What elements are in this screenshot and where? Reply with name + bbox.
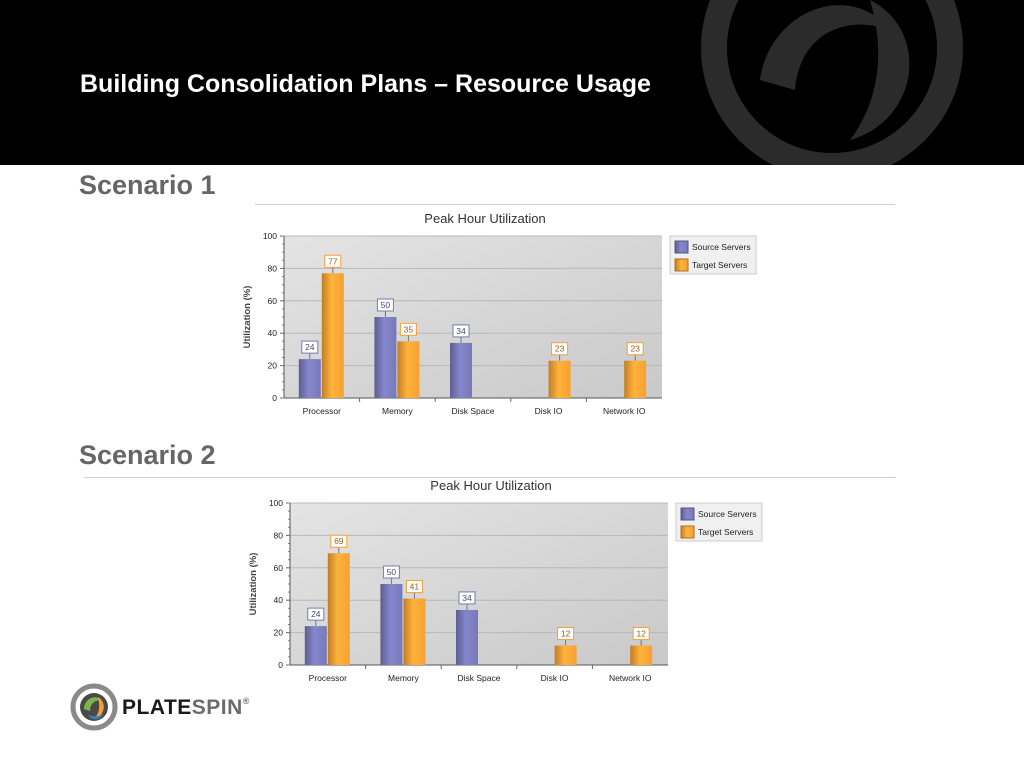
- data-label-box: [301, 340, 319, 354]
- data-label-box: [324, 254, 342, 268]
- x-tick-label: Processor: [309, 673, 347, 683]
- y-axis-label: Utilization (%): [248, 553, 259, 616]
- y-tick-label: 20: [268, 361, 278, 371]
- brand-part-1: PLATE: [122, 696, 192, 719]
- legend-swatch: [674, 258, 689, 272]
- data-label: 34: [462, 593, 472, 603]
- data-label-box: [452, 324, 470, 338]
- data-label-box: [557, 627, 575, 641]
- x-tick-label: Disk Space: [458, 673, 501, 683]
- x-tick-label: Memory: [382, 406, 413, 416]
- platespin-swirl-icon: [701, 0, 963, 165]
- slide-title: Building Consolidation Plans – Resource …: [80, 70, 651, 98]
- data-label-box: [458, 591, 476, 605]
- data-label-box: [632, 627, 650, 641]
- data-label: 69: [334, 536, 344, 546]
- legend-label: Target Servers: [698, 527, 753, 537]
- data-label-box: [626, 342, 644, 356]
- data-label: 34: [456, 326, 466, 336]
- chart-scenario-1: Peak Hour Utilization 0 20 40 60 80 100 Utiliza…: [242, 211, 757, 416]
- data-label-box: [551, 342, 569, 356]
- y-tick-label: 20: [274, 628, 284, 638]
- y-tick-label: 40: [274, 595, 284, 605]
- data-label-box: [330, 534, 348, 548]
- data-label: 12: [561, 629, 571, 639]
- y-tick-label: 40: [268, 328, 278, 338]
- data-label: 35: [404, 324, 414, 334]
- legend-label: Source Servers: [698, 509, 757, 519]
- chart-title: Peak Hour Utilization: [430, 478, 551, 493]
- platespin-logo-icon: [70, 683, 118, 731]
- brand-wordmark: PLATESPIN®: [122, 696, 250, 720]
- x-tick-label: Disk Space: [452, 406, 495, 416]
- data-label: 23: [630, 344, 640, 354]
- y-tick-label: 0: [272, 393, 277, 403]
- data-label: 77: [328, 256, 338, 266]
- legend-label: Target Servers: [692, 260, 747, 270]
- y-tick-label: 100: [269, 498, 283, 508]
- legend-swatch: [680, 525, 695, 539]
- bar: [397, 341, 420, 398]
- chart-scenario-2: Peak Hour Utilization 0 20 40 60 80 100 Utiliza…: [248, 478, 763, 683]
- bar: [403, 598, 426, 665]
- bar: [321, 273, 344, 398]
- platespin-logo: PLATESPIN®: [70, 683, 300, 735]
- legend-swatch: [674, 240, 689, 254]
- bar: [374, 317, 397, 398]
- y-tick-label: 80: [274, 530, 284, 540]
- header-banner: Building Consolidation Plans – Resource …: [0, 0, 1024, 165]
- bar: [624, 360, 647, 398]
- data-label: 12: [636, 629, 646, 639]
- bar: [304, 626, 327, 665]
- scenario-2-divider: [84, 477, 896, 478]
- x-tick-label: Disk IO: [535, 406, 563, 416]
- scenario-1-heading: Scenario 1: [79, 170, 216, 200]
- data-label: 23: [555, 344, 565, 354]
- bar: [327, 553, 350, 665]
- bar: [630, 645, 653, 665]
- bar: [450, 342, 472, 398]
- bar: [380, 584, 403, 665]
- x-tick-label: Network IO: [603, 406, 646, 416]
- plot-area: [284, 236, 662, 398]
- y-tick-label: 60: [268, 296, 278, 306]
- brand-registered: ®: [242, 696, 250, 706]
- data-label: 24: [305, 342, 315, 352]
- x-tick-label: Processor: [303, 406, 341, 416]
- legend-label: Source Servers: [692, 242, 751, 252]
- bar: [298, 359, 321, 398]
- scenario-1-divider: [255, 204, 895, 205]
- data-label-box: [405, 580, 423, 594]
- data-label-box: [307, 607, 325, 621]
- brand-part-2: SPIN: [191, 696, 243, 719]
- x-tick-label: Memory: [388, 673, 419, 683]
- y-tick-label: 60: [274, 563, 284, 573]
- y-tick-label: 100: [263, 231, 277, 241]
- data-label: 24: [311, 609, 321, 619]
- plot-area: [290, 503, 668, 665]
- x-tick-label: Network IO: [609, 673, 652, 683]
- data-label: 50: [381, 300, 391, 310]
- bar: [456, 609, 478, 665]
- legend-swatch: [680, 507, 695, 521]
- bar: [554, 645, 577, 665]
- data-label: 50: [387, 567, 397, 577]
- y-tick-label: 0: [278, 660, 283, 670]
- y-tick-label: 80: [268, 263, 278, 273]
- data-label-box: [382, 565, 400, 579]
- chart-title: Peak Hour Utilization: [424, 211, 545, 226]
- data-label: 41: [410, 582, 420, 592]
- scenario-2-heading: Scenario 2: [79, 440, 216, 470]
- bar: [548, 360, 571, 398]
- x-tick-label: Disk IO: [541, 673, 569, 683]
- data-label-box: [376, 298, 394, 312]
- y-axis-label: Utilization (%): [242, 286, 253, 349]
- data-label-box: [399, 322, 417, 336]
